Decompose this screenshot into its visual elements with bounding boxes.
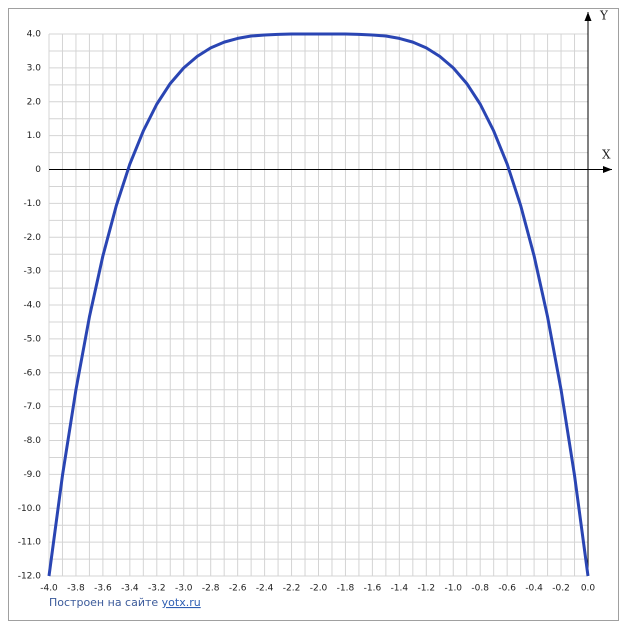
x-tick-label: -1.4 (391, 584, 409, 594)
y-tick-label: -12.0 (18, 572, 42, 582)
y-axis-arrow (584, 12, 592, 21)
y-tick-label: -10.0 (18, 504, 42, 514)
curve (47, 32, 590, 577)
x-tick-label: -2.4 (256, 584, 274, 594)
y-tick-label: -7.0 (23, 402, 41, 412)
footer: Построен на сайте yotx.ru (49, 596, 201, 609)
x-tick-label: -4.0 (40, 584, 58, 594)
x-tick-label: -2.0 (310, 584, 328, 594)
y-tick-label: -1.0 (23, 199, 41, 209)
y-tick-label: -3.0 (23, 267, 41, 277)
x-tick-label: -2.2 (283, 584, 301, 594)
x-tick-label: -3.4 (121, 584, 139, 594)
y-tick-label: -4.0 (23, 301, 41, 311)
y-tick-label: -11.0 (18, 538, 42, 548)
x-tick-label: -1.0 (444, 584, 462, 594)
y-tick-label: 3.0 (27, 63, 42, 73)
x-tick-label: -3.2 (148, 584, 166, 594)
x-tick-label: -3.6 (94, 584, 112, 594)
x-tick-label: -0.8 (471, 584, 489, 594)
x-tick-label: -2.8 (202, 584, 220, 594)
x-tick-label: -3.8 (67, 584, 85, 594)
x-tick-label: -0.4 (525, 584, 543, 594)
y-tick-label: 0 (35, 165, 41, 175)
x-tick-label: -1.6 (364, 584, 382, 594)
y-tick-label: -8.0 (23, 436, 41, 446)
x-tick-label: -0.2 (552, 584, 570, 594)
x-tick-label: -3.0 (175, 584, 193, 594)
y-tick-label: -2.0 (23, 233, 41, 243)
footer-link[interactable]: yotx.ru (162, 596, 201, 609)
y-tick-label: 4.0 (27, 30, 42, 40)
x-tick-label: -1.8 (337, 584, 355, 594)
x-axis-label: X (602, 148, 611, 162)
x-axis-arrow (603, 166, 612, 173)
chart-frame (8, 8, 619, 621)
x-tick-label: 0.0 (581, 584, 596, 594)
y-tick-label: -9.0 (23, 470, 41, 480)
y-axis-label: Y (599, 9, 609, 23)
y-tick-label: 1.0 (27, 131, 42, 141)
x-tick-label: -1.2 (418, 584, 436, 594)
footer-text: Построен на сайте (49, 596, 158, 609)
y-tick-label: -6.0 (23, 368, 41, 378)
y-tick-label: -5.0 (23, 334, 41, 344)
x-tick-label: -2.6 (229, 584, 247, 594)
y-tick-label: 2.0 (27, 97, 42, 107)
x-tick-label: -0.6 (498, 584, 516, 594)
